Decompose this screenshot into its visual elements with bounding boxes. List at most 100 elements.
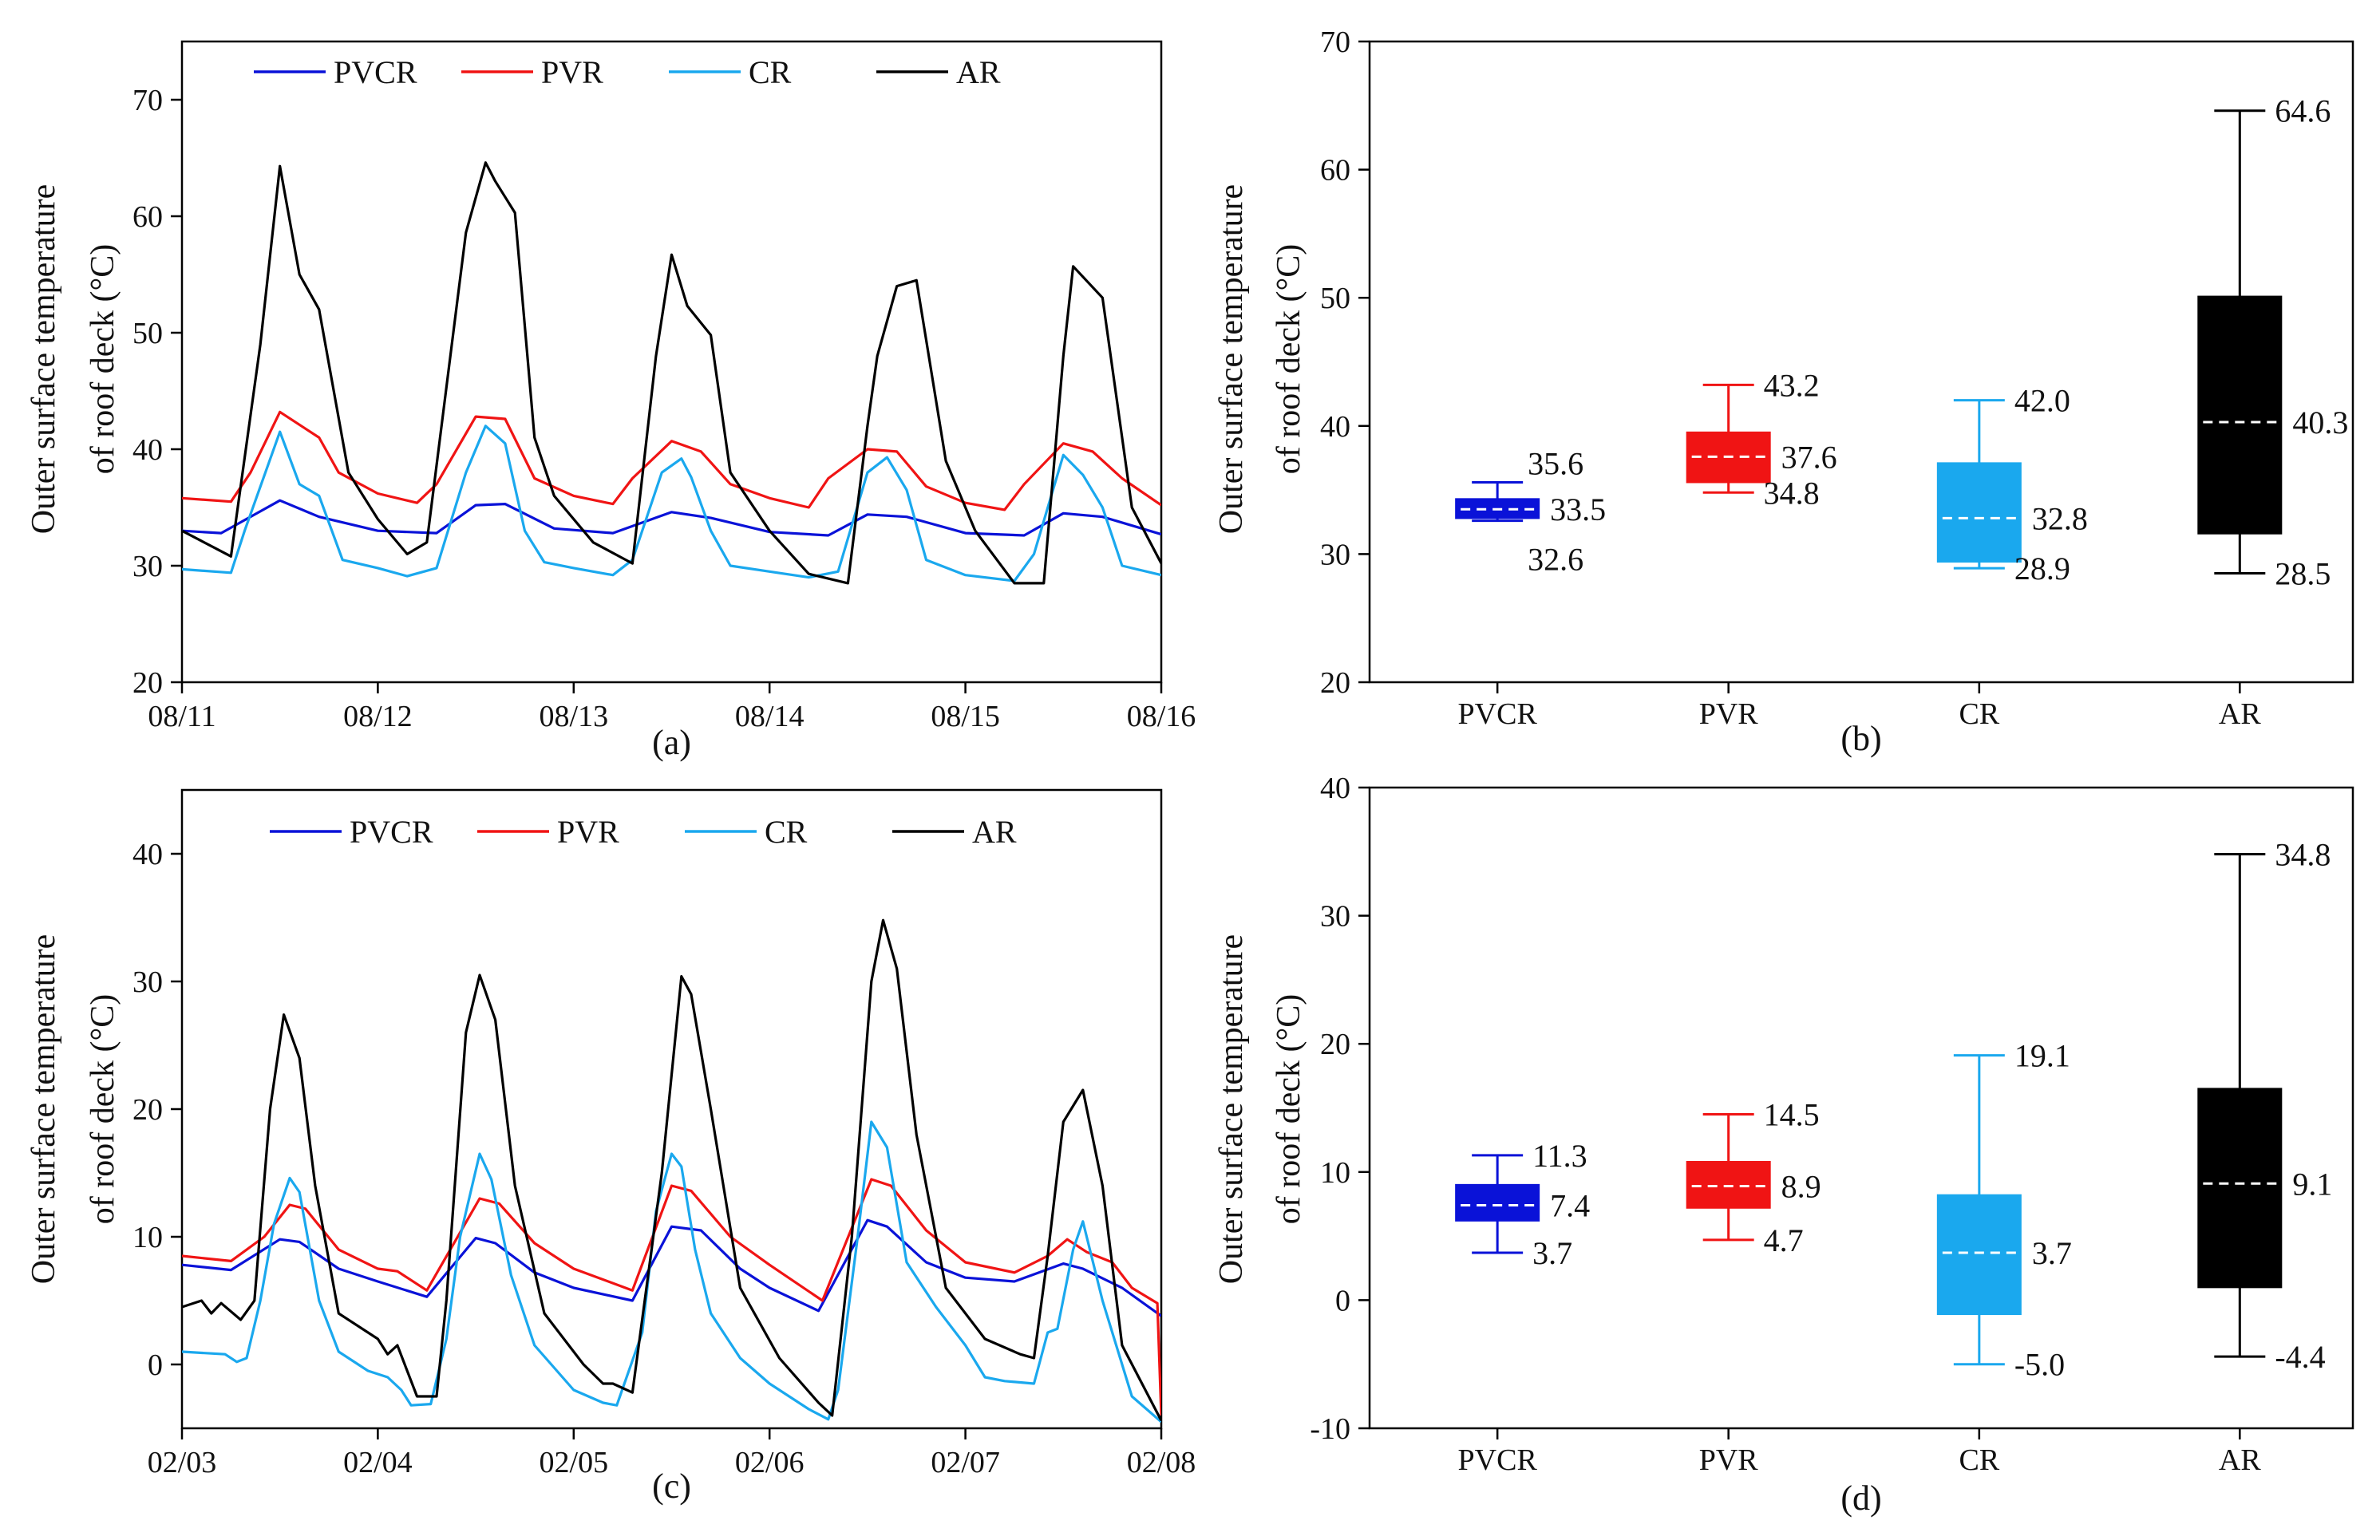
y-tick-label: 50 bbox=[132, 317, 163, 350]
legend-label-pvr: PVR bbox=[557, 814, 619, 850]
x-tick-label: 02/08 bbox=[1127, 1446, 1196, 1479]
series-line-pvcr bbox=[182, 1218, 1161, 1317]
y-tick-label: 0 bbox=[148, 1348, 163, 1382]
y-tick-label: -10 bbox=[1310, 1412, 1350, 1446]
plot-frame bbox=[180, 40, 1163, 684]
label-max-pvcr: 11.3 bbox=[1532, 1138, 1587, 1174]
y-tick-label: 40 bbox=[132, 838, 163, 871]
y-tick-label: 20 bbox=[132, 666, 163, 700]
chart-panel-a: 20 30 40 50 60 70 Outer surface temperature of … bbox=[26, 40, 1196, 762]
x-tick-label: AR bbox=[2219, 1443, 2261, 1477]
label-max-ar: 64.6 bbox=[2275, 93, 2331, 129]
y-axis-label: of roof deck (°C) bbox=[1271, 244, 1307, 475]
y-tick-label: 40 bbox=[132, 433, 163, 467]
panel-label: (b) bbox=[1840, 719, 1881, 758]
series-line-ar bbox=[182, 161, 1161, 585]
y-tick-label: 30 bbox=[1320, 538, 1350, 571]
label-min-pvr: 4.7 bbox=[1764, 1222, 1804, 1258]
y-tick-label: 30 bbox=[132, 965, 163, 999]
box-pvcr bbox=[1455, 1183, 1540, 1222]
label-median-pvr: 8.9 bbox=[1781, 1168, 1821, 1204]
x-tick-label: 08/14 bbox=[735, 700, 805, 733]
y-tick-label: 10 bbox=[1320, 1156, 1350, 1190]
label-min-pvcr: 3.7 bbox=[1532, 1235, 1572, 1271]
label-median-pvcr: 33.5 bbox=[1550, 492, 1606, 527]
y-axis-label: Outer surface temperature bbox=[26, 184, 62, 534]
series-line-ar bbox=[182, 918, 1161, 1422]
x-tick-label: 08/16 bbox=[1127, 700, 1196, 733]
x-tick-label: CR bbox=[1959, 697, 1999, 731]
x-tick-label: 08/15 bbox=[931, 700, 1000, 733]
x-tick-label: 02/07 bbox=[931, 1446, 1000, 1479]
label-median-cr: 32.8 bbox=[2032, 500, 2088, 536]
label-median-pvcr: 7.4 bbox=[1550, 1188, 1590, 1224]
chart-panel-d: -10 0 10 20 30 40 Outer surface temperature of … bbox=[1213, 772, 2354, 1518]
legend-label-cr: CR bbox=[749, 54, 792, 90]
label-median-ar: 40.3 bbox=[2292, 405, 2348, 440]
y-tick-label: 60 bbox=[132, 200, 163, 234]
box-pvr bbox=[1686, 1160, 1771, 1209]
label-max-pvr: 14.5 bbox=[1764, 1097, 1820, 1133]
y-tick-label: 70 bbox=[1320, 26, 1350, 59]
y-axis-label: Outer surface temperature bbox=[26, 934, 62, 1284]
box-cr bbox=[1936, 462, 2022, 563]
x-tick-label: AR bbox=[2219, 697, 2261, 731]
x-tick-label: 02/03 bbox=[148, 1446, 217, 1479]
chart-panel-b: 20 30 40 50 60 70 Outer surface temperature of … bbox=[1213, 26, 2354, 758]
plot-frame bbox=[1368, 40, 2354, 684]
x-tick-label: 08/11 bbox=[148, 700, 215, 733]
legend-label-ar: AR bbox=[972, 814, 1017, 850]
y-tick-label: 0 bbox=[1335, 1284, 1350, 1317]
panel-label: (d) bbox=[1840, 1479, 1881, 1518]
y-tick-label: 20 bbox=[1320, 1028, 1350, 1061]
x-tick-label: PVR bbox=[1699, 697, 1759, 731]
box-ar bbox=[2197, 295, 2283, 535]
label-min-ar: 28.5 bbox=[2275, 555, 2331, 591]
x-tick-label: CR bbox=[1959, 1443, 1999, 1477]
series-line-pvr bbox=[182, 1178, 1161, 1416]
label-min-cr: -5.0 bbox=[2014, 1347, 2065, 1383]
label-max-pvcr: 35.6 bbox=[1528, 445, 1583, 481]
series-line-pvcr bbox=[182, 499, 1161, 537]
plot-frame bbox=[180, 788, 1163, 1430]
label-min-pvcr: 32.6 bbox=[1528, 542, 1583, 578]
x-tick-label: 02/05 bbox=[540, 1446, 609, 1479]
label-min-pvr: 34.8 bbox=[1764, 475, 1820, 511]
legend-label-pvcr: PVCR bbox=[334, 54, 417, 90]
y-tick-label: 10 bbox=[132, 1221, 163, 1254]
label-max-pvr: 43.2 bbox=[1764, 367, 1820, 403]
label-min-cr: 28.9 bbox=[2014, 551, 2070, 586]
label-min-ar: -4.4 bbox=[2275, 1339, 2325, 1375]
series-line-cr bbox=[182, 424, 1161, 582]
y-tick-label: 70 bbox=[132, 84, 163, 117]
y-tick-label: 40 bbox=[1320, 410, 1350, 444]
y-axis-label: of roof deck (°C) bbox=[85, 244, 121, 475]
y-axis-label: Outer surface temperature bbox=[1213, 184, 1250, 534]
label-median-pvr: 37.6 bbox=[1781, 439, 1837, 475]
label-median-ar: 9.1 bbox=[2292, 1166, 2332, 1202]
y-tick-label: 60 bbox=[1320, 154, 1350, 188]
x-tick-label: PVR bbox=[1699, 1443, 1759, 1477]
box-ar bbox=[2197, 1088, 2283, 1289]
x-tick-label: PVCR bbox=[1458, 1443, 1538, 1477]
box-cr bbox=[1936, 1194, 2022, 1316]
x-tick-label: 08/13 bbox=[540, 700, 609, 733]
plot-frame bbox=[1368, 786, 2354, 1430]
y-tick-label: 50 bbox=[1320, 282, 1350, 315]
legend-label-pvcr: PVCR bbox=[350, 814, 433, 850]
label-max-cr: 19.1 bbox=[2014, 1038, 2070, 1074]
y-axis-label: of roof deck (°C) bbox=[1271, 994, 1307, 1225]
x-tick-label: 08/12 bbox=[343, 700, 413, 733]
y-axis-label: of roof deck (°C) bbox=[85, 994, 121, 1225]
y-tick-label: 20 bbox=[1320, 666, 1350, 700]
y-tick-label: 30 bbox=[132, 550, 163, 583]
y-tick-label: 40 bbox=[1320, 772, 1350, 805]
label-max-cr: 42.0 bbox=[2014, 383, 2070, 419]
x-tick-label: 02/06 bbox=[735, 1446, 805, 1479]
y-tick-label: 30 bbox=[1320, 900, 1350, 934]
legend-label-pvr: PVR bbox=[541, 54, 603, 90]
x-tick-label: 02/04 bbox=[343, 1446, 413, 1479]
legend-label-ar: AR bbox=[956, 54, 1001, 90]
panel-label: (a) bbox=[652, 723, 691, 762]
